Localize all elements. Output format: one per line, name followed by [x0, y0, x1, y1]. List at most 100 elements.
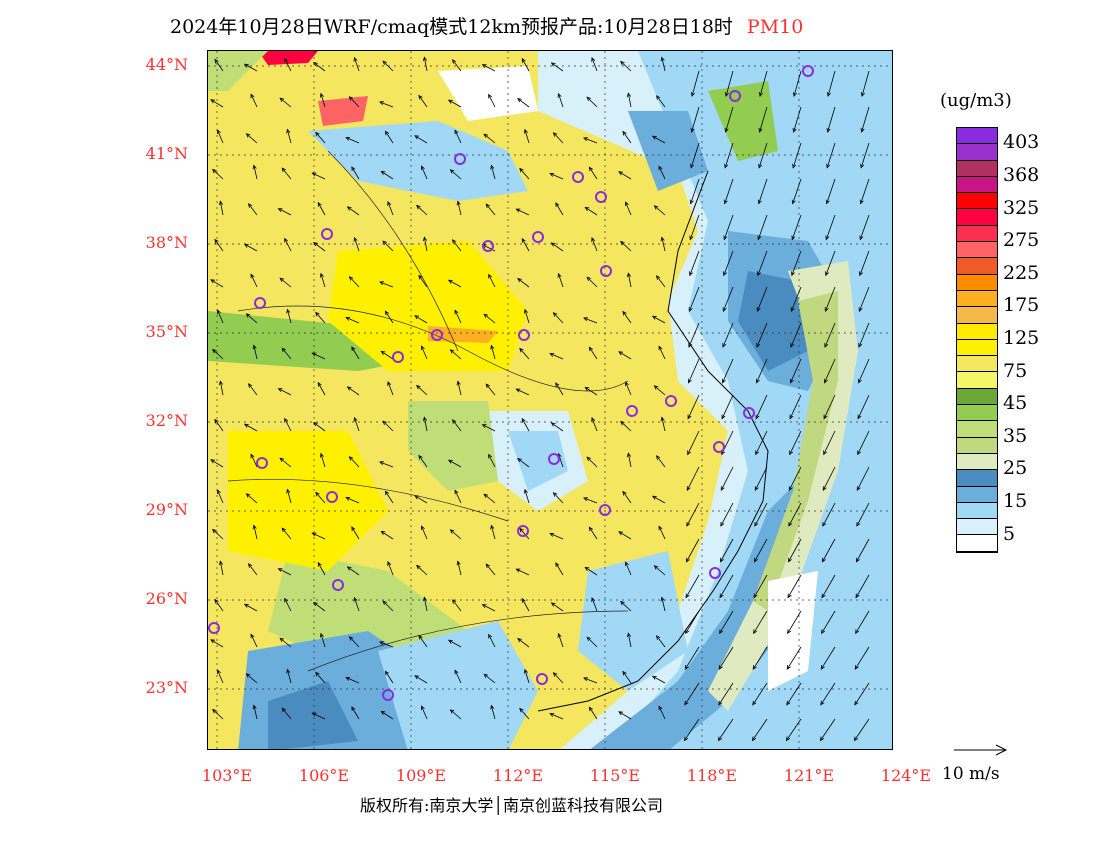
- wind-arrow-head: [315, 491, 320, 497]
- wind-arrow: [722, 322, 734, 348]
- wind-arrow: [315, 492, 326, 504]
- wind-arrow: [248, 203, 258, 216]
- wind-arrow-head: [620, 600, 625, 606]
- wind-arrow-head: [447, 639, 453, 644]
- wind-arrow-head: [620, 60, 625, 66]
- wind-arrow: [483, 313, 496, 324]
- wind-arrow-head: [550, 242, 556, 247]
- wind-arrow: [524, 489, 530, 504]
- legend-label: 225: [1003, 261, 1040, 284]
- wind-arrow-head: [788, 486, 793, 492]
- wind-arrow: [315, 312, 326, 324]
- wind-arrow: [423, 57, 428, 72]
- wind-arrow: [788, 466, 802, 491]
- wind-arrow: [448, 639, 462, 648]
- wind-arrow-head: [792, 163, 797, 169]
- legend-swatch: [957, 242, 997, 259]
- wind-arrow: [555, 562, 564, 576]
- wind-arrow-head: [687, 450, 692, 456]
- wind-arrow-head: [281, 167, 286, 173]
- lat-label: 32°N: [145, 411, 188, 430]
- wind-arrow-head: [618, 531, 624, 536]
- wind-arrow-head: [855, 557, 860, 563]
- wind-arrow: [791, 214, 802, 240]
- wind-arrow: [688, 286, 700, 312]
- wind-arrow: [786, 682, 802, 706]
- wind-arrow: [517, 638, 530, 648]
- wind-arrow: [591, 57, 598, 72]
- wind-arrow: [625, 381, 632, 396]
- wind-arrow-head: [824, 307, 829, 313]
- wind-arrow: [720, 538, 734, 562]
- wind-arrow-head: [656, 275, 661, 280]
- pollution-region: [428, 326, 498, 343]
- wind-arrow: [214, 239, 224, 252]
- lon-label: 121°E: [783, 766, 835, 785]
- wind-arrow: [822, 538, 836, 562]
- wind-arrow: [210, 99, 224, 108]
- wind-arrow-head: [552, 312, 558, 317]
- wind-arrow: [387, 561, 394, 576]
- wind-arrow-head: [550, 422, 556, 427]
- wind-arrow: [551, 602, 564, 612]
- wind-arrow-head: [622, 310, 627, 316]
- pollution-region: [708, 81, 778, 161]
- wind-arrow-head: [588, 526, 593, 532]
- wind-arrow-head: [755, 450, 760, 456]
- wind-arrow: [589, 527, 598, 540]
- legend-label: 125: [1003, 326, 1040, 349]
- wind-arrow: [210, 279, 224, 288]
- wind-arrow-head: [653, 205, 659, 210]
- wind-arrow: [414, 675, 428, 684]
- wind-arrow: [381, 171, 394, 180]
- wind-arrow: [250, 94, 258, 108]
- wind-arrow-head: [591, 237, 596, 242]
- wind-arrow-head: [586, 276, 592, 282]
- wind-arrow-head: [858, 378, 862, 384]
- wind-arrow-head: [250, 453, 255, 459]
- legend-swatch: [957, 405, 997, 422]
- wind-arrow: [757, 250, 768, 276]
- wind-arrow: [313, 242, 326, 252]
- legend-label: 75: [1003, 359, 1028, 382]
- wind-arrow-head: [418, 94, 423, 100]
- wind-arrow-head: [626, 452, 632, 458]
- wind-arrow: [790, 322, 802, 348]
- wind-arrow-head: [214, 598, 219, 604]
- wind-arrow-head: [856, 521, 861, 527]
- wind-arrow: [656, 635, 666, 648]
- pollution-region: [508, 431, 568, 491]
- wind-arrow-head: [618, 171, 624, 176]
- wind-arrow: [622, 671, 632, 684]
- wind-arrow-head: [414, 315, 420, 320]
- wind-arrow: [685, 610, 700, 634]
- wind-arrow: [217, 129, 224, 144]
- wind-arrow-head: [216, 489, 221, 495]
- city-marker: [326, 491, 338, 503]
- wind-arrow-head: [315, 131, 320, 137]
- wind-arrow: [387, 201, 394, 216]
- pollution-region: [208, 51, 268, 91]
- lon-label: 115°E: [589, 766, 641, 785]
- wind-arrow-head: [490, 344, 495, 350]
- city-marker: [599, 504, 611, 516]
- legend-swatch: [957, 193, 997, 210]
- wind-arrow-head: [824, 342, 829, 348]
- wind-arrow: [686, 502, 700, 527]
- wind-arrow-head: [653, 565, 659, 570]
- wind-arrow: [246, 313, 258, 324]
- wind-arrow: [687, 430, 700, 455]
- wind-arrow-head: [588, 346, 593, 352]
- wind-arrow-head: [825, 199, 830, 205]
- wind-arrow-head: [658, 345, 663, 351]
- wind-arrow: [754, 538, 768, 562]
- wind-arrow: [860, 142, 870, 168]
- wind-arrow: [586, 276, 598, 288]
- wind-arrow-head: [346, 566, 352, 571]
- wind-arrow-head: [689, 199, 694, 205]
- lon-label: 103°E: [201, 766, 253, 785]
- wind-arrow-head: [418, 634, 423, 640]
- wind-arrow-head: [382, 240, 388, 246]
- wind-arrow-head: [420, 525, 425, 531]
- wind-arrow-head: [718, 700, 723, 706]
